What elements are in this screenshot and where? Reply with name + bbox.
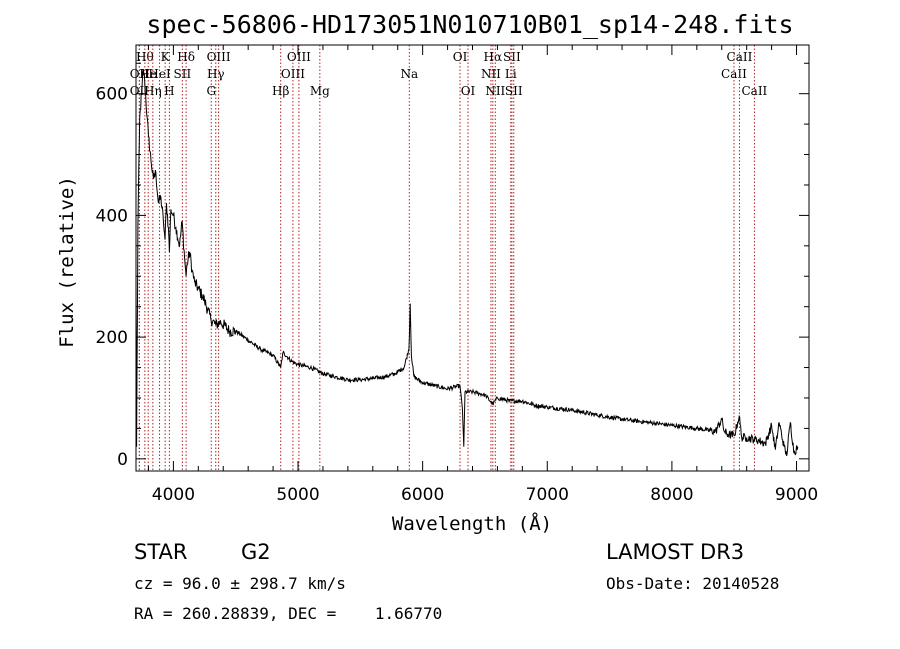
line-marker-label: CaII (727, 50, 753, 64)
x-tick-label: 8000 (650, 485, 693, 505)
spectrum-line (135, 69, 799, 456)
x-axis: 4000 5000 6000 7000 8000 9000 (147, 45, 818, 505)
y-tick-label: 200 (96, 328, 128, 348)
x-tick-label: 7000 (526, 485, 569, 505)
x-tick-label: 5000 (276, 485, 319, 505)
redshift-text: cz = 96.0 ± 298.7 km/s (134, 574, 346, 593)
y-tick-label: 600 (96, 85, 128, 105)
line-marker-label: Hγ (207, 67, 225, 81)
object-class: STAR (134, 540, 187, 564)
line-marker-label: OIII (287, 50, 311, 64)
line-marker-label: Hδ (177, 50, 195, 64)
x-tick-label: 4000 (152, 485, 195, 505)
line-marker-label: Hη (144, 84, 162, 98)
line-marker-label: Li (505, 67, 517, 81)
line-marker-label: HeI (148, 67, 171, 81)
line-marker-label: OIII (207, 50, 231, 64)
line-marker-label: OI (453, 50, 468, 64)
line-marker-label: CaII (721, 67, 747, 81)
survey-name: LAMOST DR3 (606, 540, 744, 564)
line-marker-label: Hα (484, 50, 503, 64)
spectrum-trace (135, 69, 799, 456)
obs-date-text: Obs-Date: 20140528 (606, 574, 779, 593)
radec-text: RA = 260.28839, DEC = 1.66770 (134, 604, 442, 623)
y-tick-label: 0 (117, 450, 128, 470)
line-marker-label: Hβ (272, 84, 289, 98)
x-tick-label: 9000 (775, 485, 818, 505)
line-marker-label: NII (485, 84, 505, 98)
line-marker-label: CaII (741, 84, 767, 98)
line-marker-label: SII (503, 50, 521, 64)
line-marker-label: H (164, 84, 174, 98)
line-marker-label: NII (481, 67, 501, 81)
x-axis-label: Wavelength (Å) (392, 512, 552, 535)
y-tick-label: 400 (96, 206, 128, 226)
plot-frame (135, 44, 810, 472)
line-marker-label: K (161, 50, 171, 64)
line-marker-label: SII (174, 67, 192, 81)
line-marker-label: OIII (281, 67, 305, 81)
line-marker-label: Hθ (136, 50, 154, 64)
y-axis-label: Flux (relative) (56, 176, 78, 348)
line-marker-label: OI (461, 84, 476, 98)
y-axis: 0 200 400 600 (96, 62, 809, 470)
object-subclass: G2 (241, 540, 271, 564)
chart-title: spec-56806-HD173051N010710B01_sp14-248.f… (146, 10, 793, 39)
line-marker-label: Mg (310, 84, 330, 98)
line-markers: OIIOIIHθHeHηHeIKHSIIHδGHγOIIIHβOIIIOIIIM… (130, 45, 768, 471)
line-marker-label: SII (505, 84, 523, 98)
line-marker-label: G (206, 84, 216, 98)
x-tick-label: 6000 (401, 485, 444, 505)
line-marker-label: Na (400, 67, 418, 81)
